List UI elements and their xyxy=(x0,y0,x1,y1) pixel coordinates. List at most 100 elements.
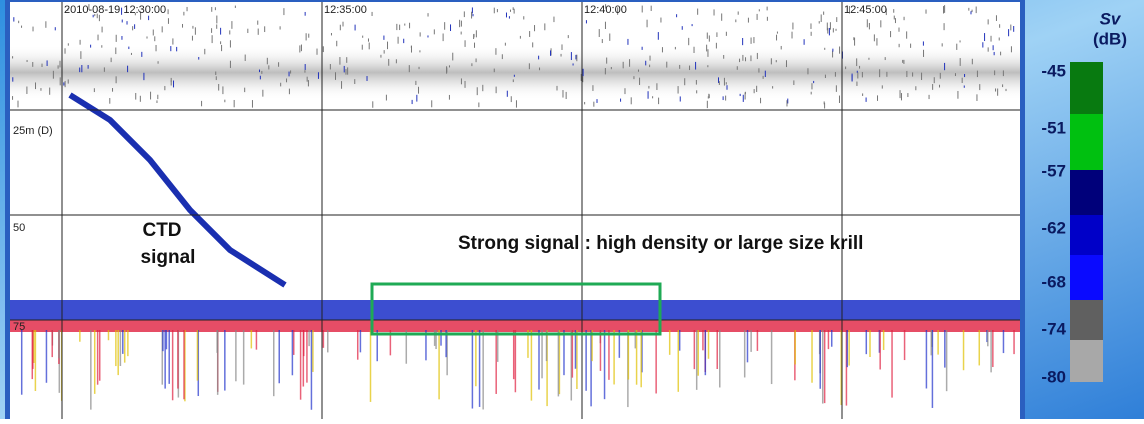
speckle xyxy=(639,77,641,85)
tail xyxy=(496,330,499,362)
speckle xyxy=(471,11,473,19)
tail xyxy=(299,330,302,400)
speckle xyxy=(305,33,307,41)
tail xyxy=(677,330,680,392)
speckle xyxy=(716,32,718,37)
speckle xyxy=(706,32,708,39)
speckle xyxy=(992,45,994,51)
speckle xyxy=(575,54,577,60)
tail xyxy=(90,330,92,410)
speckle xyxy=(826,22,828,31)
speckle xyxy=(956,43,958,50)
speckle xyxy=(881,85,883,89)
speckle xyxy=(283,8,285,16)
speckle xyxy=(736,66,738,70)
tail xyxy=(962,330,965,371)
tail xyxy=(821,330,824,404)
speckle xyxy=(161,26,163,33)
speckle xyxy=(718,81,720,85)
speckle xyxy=(268,65,270,70)
tail xyxy=(530,330,533,401)
speckle xyxy=(257,20,259,25)
speckle xyxy=(419,50,421,53)
speckle xyxy=(110,57,112,63)
speckle xyxy=(59,60,61,68)
grid xyxy=(10,2,1020,419)
speckle xyxy=(186,6,188,12)
speckle xyxy=(251,100,253,108)
speckle xyxy=(898,43,900,48)
tail xyxy=(743,330,746,378)
depth-label: 50 xyxy=(13,222,25,234)
speckle xyxy=(899,90,901,99)
tail xyxy=(177,330,179,389)
speckle xyxy=(766,6,768,11)
speckle xyxy=(157,94,159,100)
speckle xyxy=(990,35,992,42)
speckle xyxy=(496,9,498,13)
speckle xyxy=(512,7,514,10)
speckle xyxy=(762,75,764,79)
speckle xyxy=(112,88,114,92)
speckle xyxy=(383,35,385,40)
speckle xyxy=(964,73,966,78)
tail xyxy=(34,330,37,392)
speckle xyxy=(266,57,268,65)
speckle xyxy=(856,70,858,73)
speckle xyxy=(674,46,676,50)
color-band xyxy=(1070,62,1103,114)
speckle xyxy=(418,66,420,70)
speckle xyxy=(708,94,710,99)
speckle xyxy=(886,71,888,77)
speckle xyxy=(464,80,466,88)
speckle xyxy=(695,61,697,70)
speckle xyxy=(760,97,762,104)
tail xyxy=(306,330,308,383)
speckle xyxy=(194,27,196,35)
speckle xyxy=(688,37,690,46)
tail xyxy=(250,330,253,349)
tail xyxy=(641,330,643,373)
noise-band xyxy=(10,45,1020,100)
tail xyxy=(425,330,427,361)
speckle xyxy=(943,6,945,14)
speckle xyxy=(442,33,444,42)
speckle xyxy=(707,65,709,68)
speckle xyxy=(832,50,834,58)
speckle xyxy=(957,90,959,99)
speckle xyxy=(660,17,662,23)
speckle xyxy=(647,91,649,99)
speckle xyxy=(387,41,389,50)
speckle xyxy=(396,23,398,31)
colorbar-label: -80 xyxy=(1041,367,1066,386)
speckle xyxy=(12,77,14,82)
speckle xyxy=(963,85,965,88)
speckle xyxy=(707,96,709,99)
speckle xyxy=(229,60,231,68)
speckle xyxy=(604,68,606,75)
speckle xyxy=(96,13,98,19)
speckle xyxy=(756,52,758,60)
speckle xyxy=(410,45,412,53)
speckle xyxy=(793,80,795,86)
tail xyxy=(557,330,560,397)
color-band xyxy=(1070,300,1103,340)
speckle xyxy=(848,6,850,14)
speckle xyxy=(982,42,984,48)
tail xyxy=(255,330,258,350)
speckle xyxy=(954,73,956,77)
speckle xyxy=(739,58,741,63)
speckle xyxy=(1000,51,1002,56)
speckle xyxy=(753,89,755,94)
speckle xyxy=(641,5,643,13)
speckle xyxy=(998,37,1000,41)
speckle xyxy=(742,94,744,102)
speckle xyxy=(706,100,708,109)
speckle xyxy=(261,70,263,74)
speckle xyxy=(222,86,224,95)
speckle xyxy=(385,94,387,101)
speckle xyxy=(637,69,639,72)
speckle xyxy=(143,72,145,81)
speckle xyxy=(505,12,507,18)
speckle xyxy=(343,65,345,73)
